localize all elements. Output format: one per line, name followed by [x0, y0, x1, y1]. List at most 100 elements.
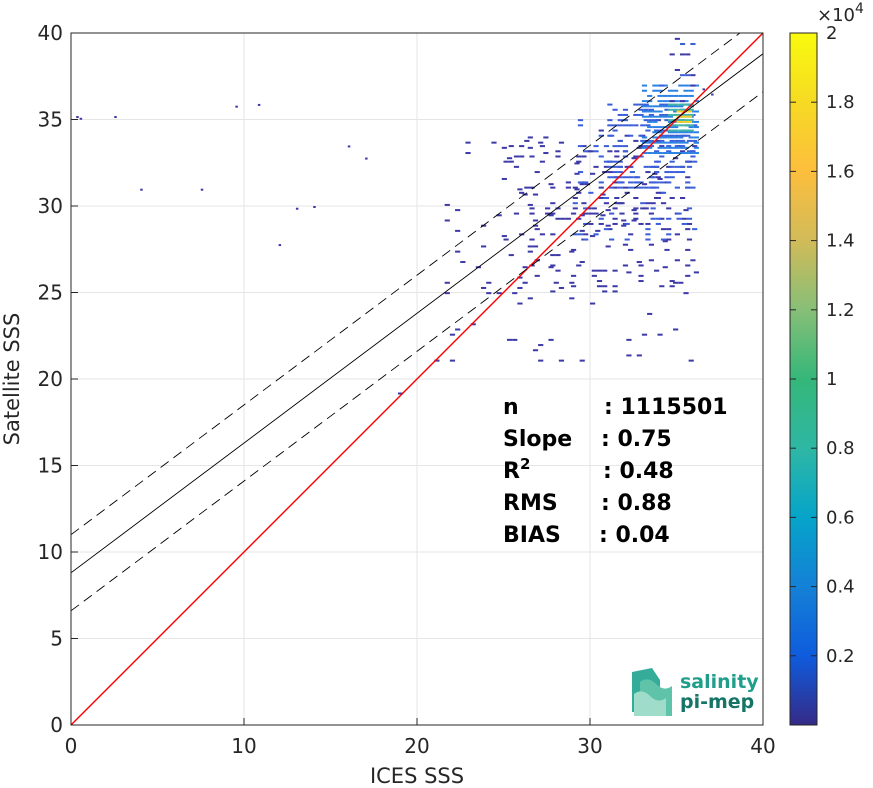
density-cell	[652, 152, 658, 155]
density-cell	[641, 115, 648, 118]
density-cell	[506, 338, 513, 341]
density-cell	[503, 160, 509, 163]
density-cell	[534, 274, 540, 277]
density-cell	[574, 172, 580, 175]
density-cell	[455, 328, 461, 331]
density-cell	[693, 110, 699, 113]
density-cell	[693, 120, 699, 123]
density-cell	[674, 259, 680, 262]
x-tick-label: 40	[750, 734, 775, 758]
density-cell	[654, 150, 660, 153]
density-cells	[76, 37, 714, 395]
density-cell	[659, 181, 665, 184]
density-cell	[648, 108, 655, 111]
density-cell	[598, 217, 604, 220]
density-cell	[669, 100, 675, 103]
density-cell	[527, 250, 533, 253]
density-cell	[652, 110, 658, 113]
density-cell	[655, 139, 661, 142]
density-cell	[679, 53, 686, 56]
density-cell	[598, 129, 604, 132]
density-cell	[685, 248, 691, 251]
density-cell	[444, 281, 450, 284]
density-cell	[588, 191, 594, 194]
x-tick-label: 10	[231, 734, 256, 758]
density-cell	[612, 186, 618, 189]
density-cell	[550, 264, 556, 267]
density-cell	[449, 333, 456, 336]
density-cell	[633, 207, 639, 210]
density-cell	[641, 84, 648, 87]
density-cell	[593, 150, 599, 153]
density-cell	[527, 203, 533, 206]
density-cell	[690, 186, 696, 189]
density-cell	[673, 152, 679, 155]
density-cell	[455, 250, 461, 253]
density-cell	[673, 129, 679, 132]
density-cell	[673, 103, 679, 106]
density-cell	[679, 139, 686, 142]
density-cell	[683, 89, 689, 92]
density-cell	[667, 136, 674, 139]
density-cell	[655, 176, 661, 179]
density-cell	[667, 115, 674, 118]
density-cell	[641, 136, 648, 139]
density-cell	[612, 269, 618, 272]
density-cell	[565, 186, 571, 189]
density-cell	[583, 222, 589, 225]
density-cell	[612, 217, 618, 220]
density-cell	[679, 100, 686, 103]
density-cell	[548, 214, 554, 217]
density-cell	[638, 222, 644, 225]
colorbar-multiplier-exponent: 4	[855, 1, 864, 17]
density-cell	[633, 212, 639, 215]
density-cell	[652, 126, 658, 129]
density-cell	[657, 89, 663, 92]
density-cell	[576, 264, 582, 267]
density-cell	[569, 250, 575, 253]
density-cell	[579, 359, 585, 362]
density-cell	[631, 209, 637, 212]
density-cell	[607, 119, 613, 122]
density-cell	[678, 136, 684, 139]
density-cell	[659, 129, 665, 132]
x-axis-label: ICES SSS	[370, 764, 464, 788]
density-cell	[517, 188, 523, 191]
outlier-point	[278, 244, 282, 247]
density-cell	[662, 240, 668, 243]
density-cell	[588, 222, 594, 225]
density-cell	[673, 113, 679, 116]
outlier-point	[235, 105, 238, 108]
stat-value-rms: : 0.88	[601, 491, 672, 516]
density-cell	[679, 74, 686, 77]
density-cell	[496, 292, 502, 295]
density-cell	[626, 271, 632, 274]
density-cell	[465, 141, 471, 144]
density-cell	[598, 155, 604, 158]
outlier-point	[313, 206, 316, 208]
density-cell	[622, 186, 629, 189]
density-cell	[659, 145, 665, 148]
stat-label-slope: Slope	[503, 427, 572, 452]
density-cell	[676, 217, 682, 220]
density-cell	[607, 176, 613, 179]
density-cell	[588, 212, 594, 215]
density-cell	[667, 103, 674, 106]
density-cell	[659, 139, 665, 142]
density-cell	[679, 134, 686, 137]
density-cell	[605, 209, 611, 212]
density-cell	[648, 212, 655, 215]
density-cell	[693, 84, 699, 87]
density-cell	[622, 176, 629, 179]
y-tick-label: 40	[38, 21, 63, 45]
density-cell	[570, 248, 577, 251]
density-cell	[434, 359, 440, 362]
density-cell	[621, 224, 627, 227]
density-cell	[449, 359, 456, 362]
density-cell	[522, 281, 528, 284]
density-cell	[527, 136, 533, 139]
density-cell	[688, 152, 694, 155]
density-cell	[586, 207, 592, 210]
density-cell	[685, 134, 691, 137]
density-cell	[678, 119, 684, 122]
